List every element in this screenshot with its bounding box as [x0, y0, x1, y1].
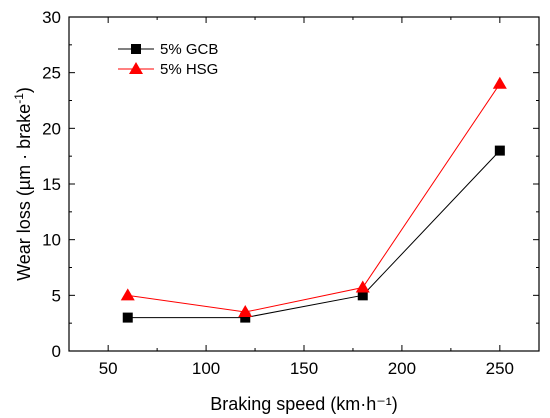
series-2-point: [355, 280, 370, 293]
y-tick-label: 20: [42, 119, 61, 138]
series-1-point: [357, 290, 368, 301]
series-line-1: [127, 150, 501, 319]
y-axis-title: Wear loss (µm · brake-1): [12, 87, 34, 281]
x-tick-label: 250: [486, 359, 514, 378]
y-tick-label: 0: [52, 342, 61, 361]
y-tick-label: 25: [42, 64, 61, 83]
y-axis-title-superscript: -1: [12, 93, 26, 104]
series-2-point: [492, 76, 507, 89]
legend: 5% GCB 5% HSG: [118, 41, 218, 78]
x-tick-label: 200: [388, 359, 416, 378]
series-2-point: [120, 288, 135, 301]
y-tick-label: 5: [52, 286, 61, 305]
legend-marker: [129, 62, 143, 74]
x-tick-label: 50: [99, 359, 118, 378]
series-line-2: [127, 83, 501, 313]
axis-ticks: [69, 16, 539, 352]
tick-labels: 50 100 150 200 250 0 5 10 15 20 25 30: [42, 8, 514, 378]
y-axis-title-main: Wear loss (µm · brake: [14, 104, 34, 281]
x-tick-label: 150: [290, 359, 318, 378]
legend-label: 5% GCB: [160, 41, 218, 58]
x-axis-title: Braking speed (km·h⁻¹): [210, 394, 398, 414]
legend-label: 5% HSG: [160, 61, 218, 78]
series-layer: [120, 76, 507, 323]
y-tick-label: 10: [42, 231, 61, 250]
y-tick-label: 30: [42, 8, 61, 27]
x-tick-label: 100: [192, 359, 220, 378]
series-1-point: [240, 312, 251, 323]
series-1-point: [494, 145, 505, 156]
series-2-point: [238, 305, 253, 318]
y-tick-label: 15: [42, 175, 61, 194]
legend-marker: [131, 44, 141, 54]
y-axis-title-close: ): [14, 87, 34, 93]
series-1-point: [122, 312, 133, 323]
